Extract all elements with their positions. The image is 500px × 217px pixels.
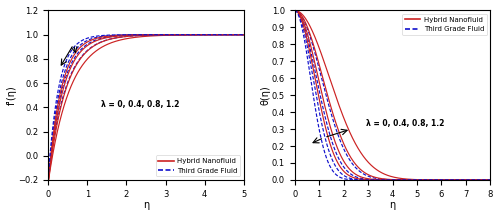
Legend: Hybrid Nanofluid, Third Grade Fluid: Hybrid Nanofluid, Third Grade Fluid xyxy=(156,155,240,176)
Text: λ = 0, 0.4, 0.8, 1.2: λ = 0, 0.4, 0.8, 1.2 xyxy=(366,119,444,128)
Legend: Hybrid Nanofluid, Third Grade Fluid: Hybrid Nanofluid, Third Grade Fluid xyxy=(402,14,487,35)
Y-axis label: θ(η): θ(η) xyxy=(260,85,270,105)
X-axis label: η: η xyxy=(143,200,149,210)
Y-axis label: f'(η): f'(η) xyxy=(7,85,17,105)
X-axis label: η: η xyxy=(390,200,396,210)
Text: λ = 0, 0.4, 0.8, 1.2: λ = 0, 0.4, 0.8, 1.2 xyxy=(101,100,180,109)
